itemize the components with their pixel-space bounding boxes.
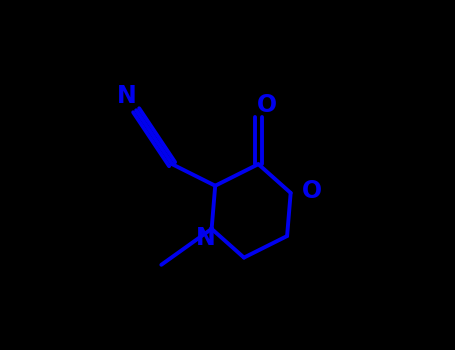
Text: N: N xyxy=(117,84,137,108)
Text: O: O xyxy=(302,179,322,203)
Text: O: O xyxy=(257,93,278,117)
Text: N: N xyxy=(197,226,216,250)
